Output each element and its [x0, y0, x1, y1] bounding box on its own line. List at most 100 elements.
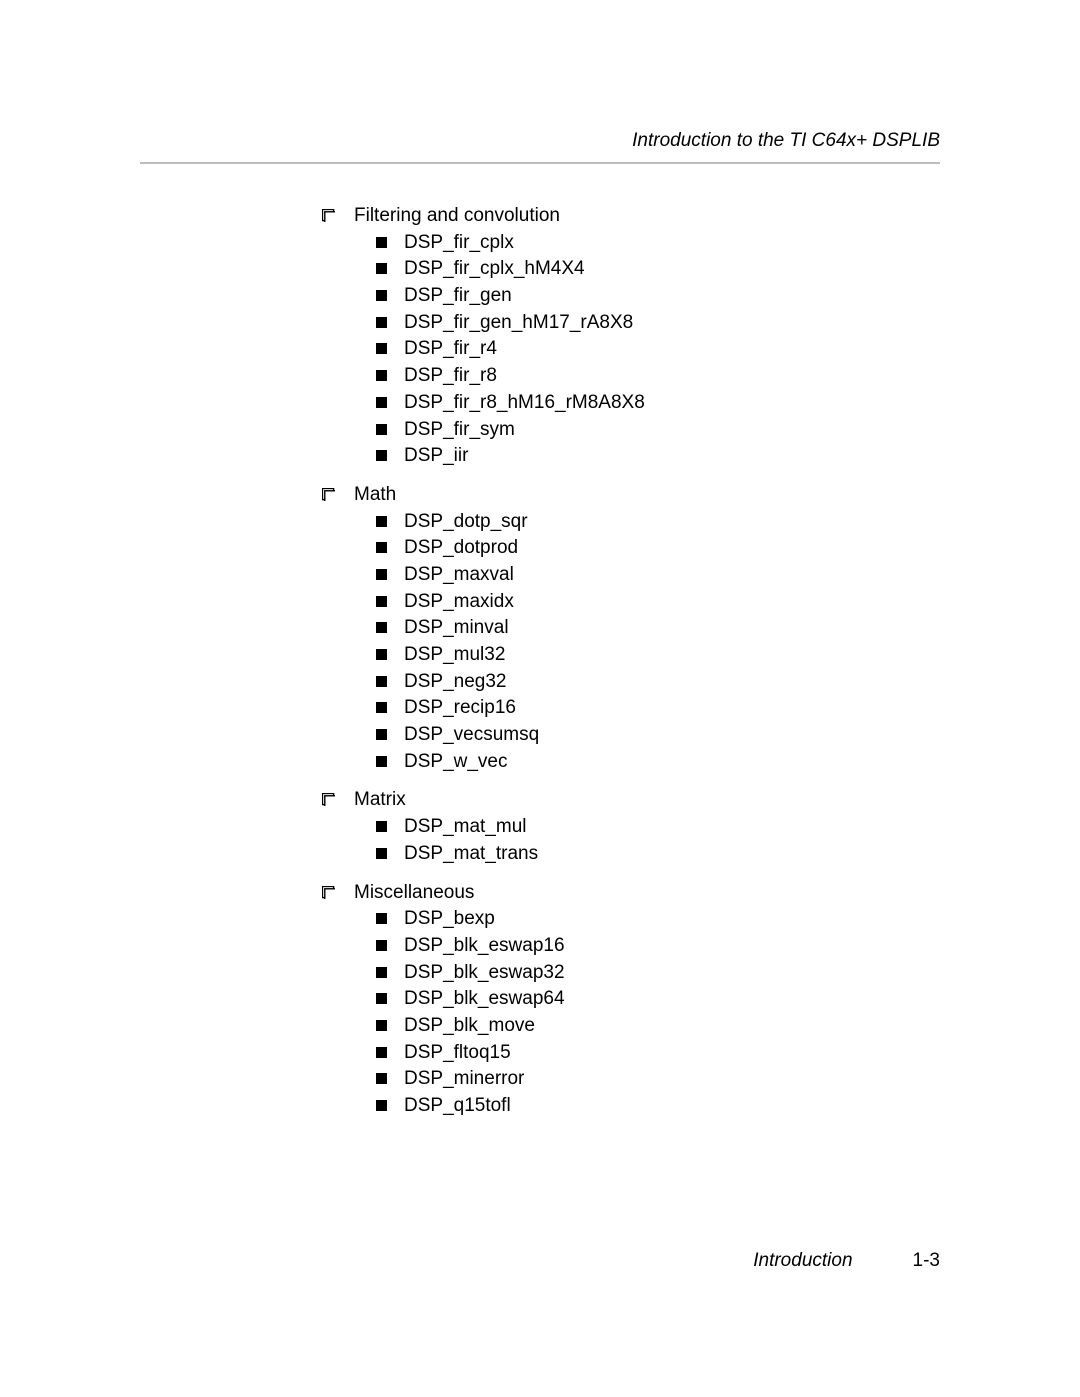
section-title: Math [320, 483, 940, 508]
square-bullet-icon [376, 821, 387, 832]
checkbox-bullet-icon [322, 886, 335, 899]
list-item: DSP_vecsumsq [376, 723, 940, 748]
square-bullet-icon [376, 756, 387, 767]
square-bullet-icon [376, 450, 387, 461]
section-items: DSP_fir_cplx DSP_fir_cplx_hM4X4 DSP_fir_ge… [320, 231, 940, 469]
checkbox-bullet-icon [322, 488, 335, 501]
section-title-text: Filtering and convolution [354, 205, 560, 226]
square-bullet-icon [376, 940, 387, 951]
footer-page-number: 1-3 [913, 1250, 940, 1271]
list-item: DSP_mat_mul [376, 815, 940, 840]
list-item-text: DSP_maxidx [404, 591, 514, 612]
section-title: Matrix [320, 788, 940, 813]
section: MathDSP_dotp_sqrDSP_dotprodDSP_maxvalDSP… [320, 483, 940, 775]
square-bullet-icon [376, 848, 387, 859]
list-item-text: DSP_minerror [404, 1068, 524, 1089]
square-bullet-icon [376, 596, 387, 607]
list-item-text: DSP_fir_r8 [404, 365, 497, 386]
section-items: DSP_dotp_sqr DSP_dotprod DSP_maxval DSP_max… [320, 510, 940, 775]
list-item: DSP_blk_move [376, 1014, 940, 1039]
list-item-text: DSP_q15tofl [404, 1095, 511, 1116]
section-items: DSP_bexp DSP_blk_eswap16 DSP_blk_eswap32 DS… [320, 907, 940, 1119]
section: Filtering and convolutionDSP_fir_cplxDSP… [320, 204, 940, 469]
list-item-text: DSP_fir_gen [404, 285, 512, 306]
list-item: DSP_maxval [376, 563, 940, 588]
square-bullet-icon [376, 542, 387, 553]
list-item-text: DSP_fir_cplx [404, 232, 514, 253]
list-item: DSP_fltoq15 [376, 1041, 940, 1066]
square-bullet-icon [376, 649, 387, 660]
list-item: DSP_fir_r4 [376, 337, 940, 362]
list-item-text: DSP_fir_r8_hM16_rM8A8X8 [404, 392, 645, 413]
list-item-text: DSP_fir_r4 [404, 338, 497, 359]
list-item: DSP_mat_trans [376, 842, 940, 867]
list-item: DSP_fir_r8 [376, 364, 940, 389]
list-item: DSP_mul32 [376, 643, 940, 668]
list-item: DSP_minerror [376, 1067, 940, 1092]
list-item-text: DSP_minval [404, 617, 509, 638]
list-item-text: DSP_neg32 [404, 671, 506, 692]
square-bullet-icon [376, 1020, 387, 1031]
square-bullet-icon [376, 263, 387, 274]
list-item-text: DSP_iir [404, 445, 468, 466]
list-item-text: DSP_dotp_sqr [404, 511, 528, 532]
list-item: DSP_fir_gen_hM17_rA8X8 [376, 311, 940, 336]
list-item: DSP_w_vec [376, 750, 940, 775]
list-item-text: DSP_dotprod [404, 537, 518, 558]
square-bullet-icon [376, 237, 387, 248]
list-item: DSP_fir_gen [376, 284, 940, 309]
list-item: DSP_fir_cplx [376, 231, 940, 256]
square-bullet-icon [376, 343, 387, 354]
list-item: DSP_maxidx [376, 590, 940, 615]
list-item: DSP_bexp [376, 907, 940, 932]
square-bullet-icon [376, 290, 387, 301]
list-item: DSP_iir [376, 444, 940, 469]
square-bullet-icon [376, 729, 387, 740]
list-item-text: DSP_blk_eswap64 [404, 988, 565, 1009]
checkbox-bullet-icon [322, 793, 335, 806]
section-title-text: Matrix [354, 789, 406, 810]
list-item: DSP_fir_cplx_hM4X4 [376, 257, 940, 282]
footer-label: Introduction [753, 1250, 852, 1271]
list-item-text: DSP_bexp [404, 908, 495, 929]
content-list: Filtering and convolutionDSP_fir_cplxDSP… [140, 204, 940, 1119]
square-bullet-icon [376, 370, 387, 381]
square-bullet-icon [376, 702, 387, 713]
list-item: DSP_dotp_sqr [376, 510, 940, 535]
list-item: DSP_dotprod [376, 536, 940, 561]
list-item-text: DSP_recip16 [404, 697, 516, 718]
list-item-text: DSP_fltoq15 [404, 1042, 511, 1063]
page-container: Introduction to the TI C64x+ DSPLIB Filt… [0, 0, 1080, 1119]
square-bullet-icon [376, 516, 387, 527]
list-item-text: DSP_blk_eswap16 [404, 935, 565, 956]
square-bullet-icon [376, 1047, 387, 1058]
list-item: DSP_neg32 [376, 670, 940, 695]
section-title-text: Math [354, 484, 396, 505]
checkbox-bullet-icon [322, 209, 335, 222]
list-item: DSP_minval [376, 616, 940, 641]
list-item-text: DSP_fir_sym [404, 419, 515, 440]
header-divider [140, 162, 940, 164]
square-bullet-icon [376, 424, 387, 435]
section: Matrix DSP_mat_mul DSP_mat_trans [320, 788, 940, 866]
list-item: DSP_fir_r8_hM16_rM8A8X8 [376, 391, 940, 416]
list-item-text: DSP_fir_gen_hM17_rA8X8 [404, 312, 633, 333]
list-item-text: DSP_vecsumsq [404, 724, 539, 745]
list-item: DSP_blk_eswap32 [376, 961, 940, 986]
list-item-text: DSP_w_vec [404, 751, 508, 772]
square-bullet-icon [376, 622, 387, 633]
square-bullet-icon [376, 569, 387, 580]
list-item: DSP_recip16 [376, 696, 940, 721]
square-bullet-icon [376, 1100, 387, 1111]
list-item: DSP_q15tofl [376, 1094, 940, 1119]
list-item-text: DSP_mat_trans [404, 843, 538, 864]
list-item: DSP_fir_sym [376, 418, 940, 443]
list-item: DSP_blk_eswap64 [376, 987, 940, 1012]
section-title: Filtering and convolution [320, 204, 940, 229]
square-bullet-icon [376, 1073, 387, 1084]
section-items: DSP_mat_mul DSP_mat_trans [320, 815, 940, 866]
list-item-text: DSP_mat_mul [404, 816, 527, 837]
list-item-text: DSP_blk_eswap32 [404, 962, 565, 983]
section: MiscellaneousDSP_bexpDSP_blk_eswap16DSP_… [320, 881, 940, 1119]
list-item-text: DSP_fir_cplx_hM4X4 [404, 258, 585, 279]
